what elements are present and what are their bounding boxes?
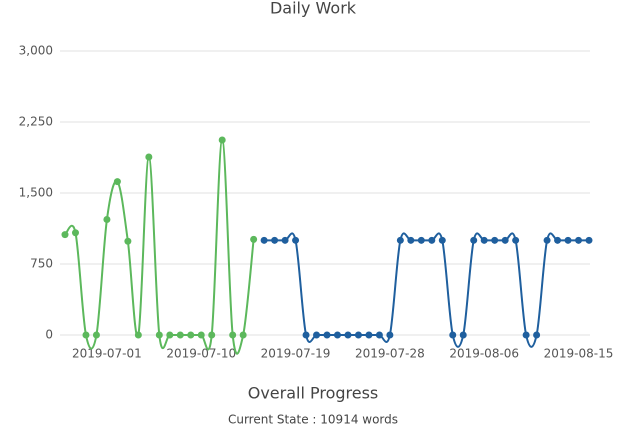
data-point <box>103 216 111 224</box>
data-point <box>501 236 509 244</box>
data-point <box>459 331 467 339</box>
data-point <box>323 331 331 339</box>
y-tick-label: 750 <box>30 257 53 271</box>
data-point <box>82 331 90 339</box>
data-point <box>564 236 572 244</box>
x-tick-label: 2019-07-19 <box>261 347 331 361</box>
data-point <box>344 331 352 339</box>
data-point <box>208 331 216 339</box>
data-point <box>333 331 341 339</box>
y-tick-label: 1,500 <box>19 186 53 200</box>
data-point <box>239 331 247 339</box>
data-point <box>522 331 530 339</box>
x-tick-label: 2019-07-10 <box>166 347 236 361</box>
data-point <box>302 331 310 339</box>
series-line <box>264 232 589 348</box>
footer-status: Current State : 10914 words <box>228 413 398 427</box>
data-point <box>260 236 268 244</box>
data-point <box>250 235 258 243</box>
data-point <box>512 236 520 244</box>
data-point <box>533 331 541 339</box>
data-point <box>61 231 69 239</box>
data-point <box>449 331 457 339</box>
data-point <box>229 331 237 339</box>
data-point <box>218 136 226 144</box>
data-point <box>491 236 499 244</box>
series-line <box>64 138 255 355</box>
data-point <box>271 236 279 244</box>
data-point <box>480 236 488 244</box>
data-point <box>145 153 153 161</box>
data-point <box>428 236 436 244</box>
data-point <box>575 236 583 244</box>
data-point <box>438 236 446 244</box>
y-tick-label: 3,000 <box>19 44 53 58</box>
x-tick-label: 2019-08-15 <box>544 347 614 361</box>
data-point <box>417 236 425 244</box>
data-point <box>92 331 100 339</box>
data-point <box>292 236 300 244</box>
data-point <box>543 236 551 244</box>
x-tick-label: 2019-08-06 <box>449 347 519 361</box>
data-point <box>407 236 415 244</box>
data-point <box>470 236 478 244</box>
data-point <box>396 236 404 244</box>
footer-title: Overall Progress <box>248 384 379 403</box>
chart-title: Daily Work <box>270 0 357 18</box>
data-point <box>365 331 373 339</box>
data-point <box>585 236 593 244</box>
data-point <box>354 331 362 339</box>
data-point <box>155 331 163 339</box>
data-point <box>134 331 142 339</box>
y-tick-label: 0 <box>45 328 53 342</box>
data-point <box>375 331 383 339</box>
data-point <box>124 237 132 245</box>
data-point <box>554 236 562 244</box>
data-point <box>197 331 205 339</box>
data-point <box>71 229 79 237</box>
data-point <box>166 331 174 339</box>
data-point <box>281 236 289 244</box>
x-tick-label: 2019-07-01 <box>72 347 142 361</box>
data-point <box>386 331 394 339</box>
data-point <box>113 178 121 186</box>
x-tick-label: 2019-07-28 <box>355 347 425 361</box>
y-tick-label: 2,250 <box>19 115 53 129</box>
data-point <box>313 331 321 339</box>
data-point <box>187 331 195 339</box>
data-point <box>176 331 184 339</box>
